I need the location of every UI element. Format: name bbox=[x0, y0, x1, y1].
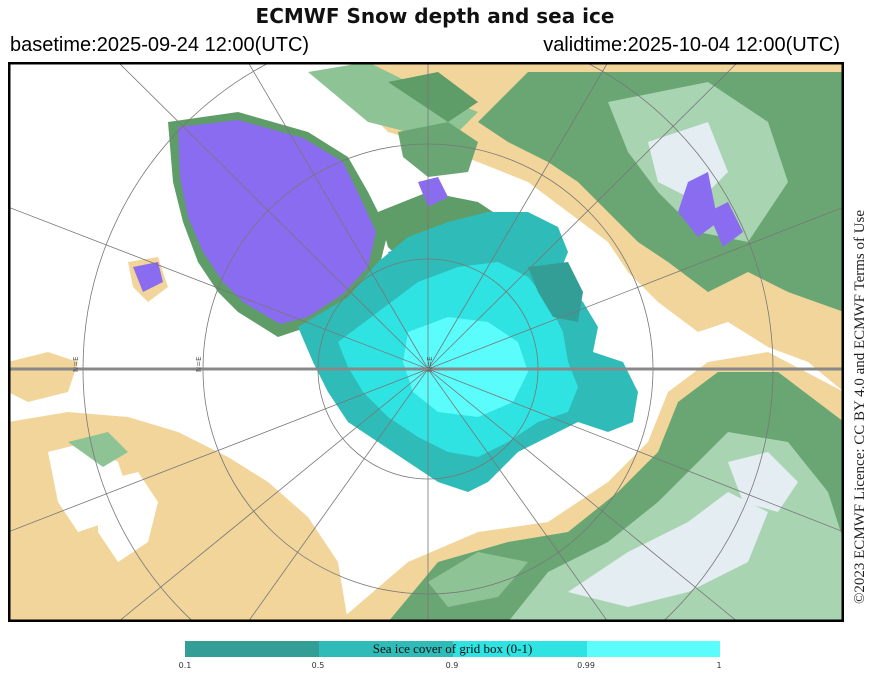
meridian-label-b: N=E bbox=[72, 356, 80, 372]
meridian-label-a: N=E bbox=[195, 356, 203, 372]
licence-text: ©2023 ECMWF Licence: CC BY 4.0 and ECMWF… bbox=[852, 209, 868, 604]
colorbar-segment-3 bbox=[453, 641, 587, 657]
colorbar-tick: 0.99 bbox=[577, 661, 595, 670]
map-frame bbox=[8, 62, 844, 622]
land-north-america-lower-right bbox=[338, 352, 844, 622]
land-europe-left bbox=[8, 257, 348, 622]
colorbar-segment-1 bbox=[185, 641, 319, 657]
polar-map: N=E N=E N=E bbox=[8, 62, 844, 622]
validtime-label: validtime:2025-10-04 12:00(UTC) bbox=[543, 34, 840, 56]
colorbar-tick: 0.9 bbox=[445, 661, 459, 670]
chart-title: ECMWF Snow depth and sea ice bbox=[255, 4, 615, 28]
colorbar bbox=[185, 641, 720, 657]
colorbar-tick: 0.5 bbox=[311, 661, 325, 670]
colorbar-tick: 0.1 bbox=[178, 661, 192, 670]
colorbar-label: Sea ice cover of grid box (0-1) bbox=[372, 641, 533, 656]
colorbar-segment-2 bbox=[319, 641, 453, 657]
colorbar-tick: 1 bbox=[716, 661, 722, 670]
center-label: N=E bbox=[426, 356, 434, 372]
basetime-label: basetime:2025-09-24 12:00(UTC) bbox=[10, 34, 310, 56]
colorbar-segment-4 bbox=[587, 641, 720, 657]
